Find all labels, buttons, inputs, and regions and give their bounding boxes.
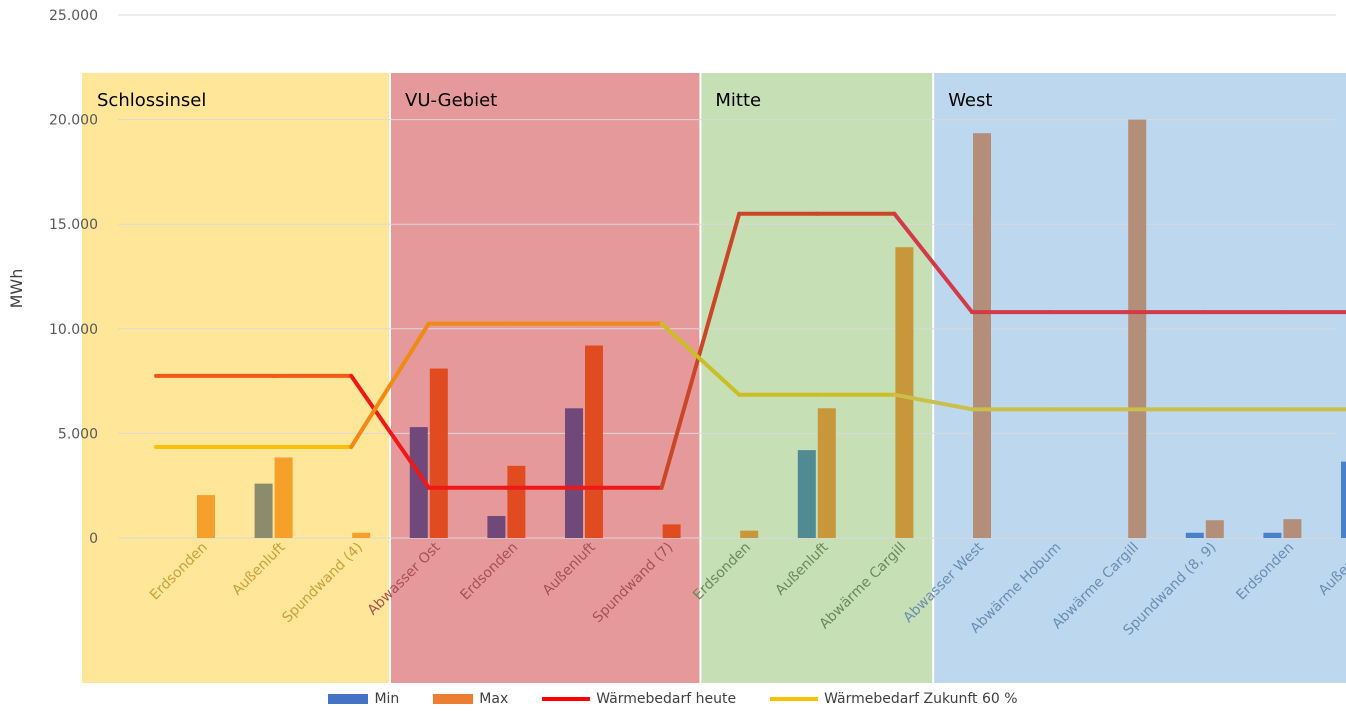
region-label: West	[948, 90, 992, 111]
y-tick-label: 25.000	[49, 8, 98, 24]
min-bar	[409, 427, 428, 538]
legend-label: Wärmebedarf Zukunft 60 %	[824, 691, 1018, 707]
max-bar	[352, 532, 371, 538]
line-waermebedarf-zukunft	[659, 321, 742, 397]
line-waermebedarf-heute	[349, 373, 431, 490]
line-waermebedarf-zukunft	[892, 392, 974, 412]
region-label: Mitte	[715, 90, 761, 111]
max-bar	[817, 408, 836, 538]
min-bar	[254, 483, 273, 538]
min-bar	[1341, 461, 1346, 538]
max-bar	[1283, 519, 1302, 538]
legend-item: Wärmebedarf heute	[542, 691, 736, 707]
legend-item: Wärmebedarf Zukunft 60 %	[770, 691, 1018, 707]
y-tick-label: 5.000	[58, 426, 98, 442]
legend-label: Max	[479, 691, 509, 707]
region-labels: Schlossinsel VU-Gebiet Mitte West	[97, 90, 992, 111]
region-label: VU-Gebiet	[405, 90, 497, 111]
max-bar	[274, 457, 293, 538]
line-waermebedarf-heute	[659, 211, 742, 490]
max-bar	[740, 530, 759, 538]
min-bar	[487, 516, 506, 538]
legend-label: Wärmebedarf heute	[596, 691, 737, 707]
min-bar	[1185, 532, 1204, 538]
max-bar	[197, 495, 215, 538]
legend-label: Min	[374, 691, 400, 707]
max-bar	[429, 368, 448, 538]
y-tick-label: 20.000	[49, 113, 98, 129]
legend-swatch	[433, 694, 474, 704]
y-axis-label: MWh	[7, 269, 26, 309]
lines	[154, 211, 1346, 490]
legend-item: Max	[433, 691, 508, 707]
min-bar	[565, 408, 583, 538]
max-bar	[895, 247, 914, 538]
min-bar	[797, 450, 816, 538]
line-waermebedarf-zukunft	[349, 321, 431, 449]
legend-swatch	[542, 697, 591, 701]
region-0	[82, 73, 390, 683]
bars	[197, 119, 1346, 538]
max-bar	[1205, 520, 1224, 538]
region-label: Schlossinsel	[97, 90, 206, 111]
legend-swatch	[770, 697, 819, 701]
y-tick-label: 0	[89, 531, 98, 547]
max-bar	[662, 524, 681, 538]
max-bar	[507, 465, 526, 538]
max-bar	[1128, 119, 1147, 538]
line-waermebedarf-heute	[892, 211, 974, 315]
min-bar	[1263, 532, 1282, 538]
y-tick-label: 15.000	[49, 217, 98, 233]
legend-item: Min	[328, 691, 399, 707]
region-2	[700, 73, 934, 683]
y-tick-label: 10.000	[49, 322, 98, 338]
y-axis-ticks: 0 5.000 10.000 15.000 20.000 25.000	[49, 8, 98, 547]
legend-swatch	[328, 694, 369, 704]
legend: Min Max Wärmebedarf heute Wärmebedarf Zukun…	[0, 688, 1346, 710]
max-bar	[585, 345, 603, 538]
max-bar	[973, 133, 991, 538]
